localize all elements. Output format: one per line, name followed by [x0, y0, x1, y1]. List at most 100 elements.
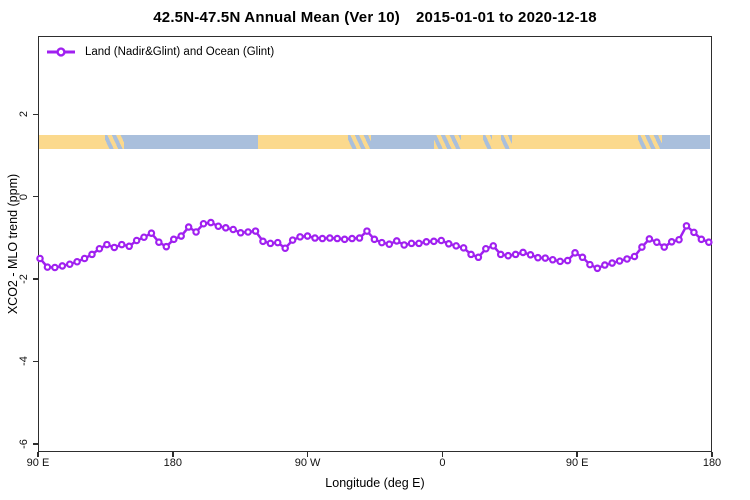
- legend-label: Land (Nadir&Glint) and Ocean (Glint): [85, 46, 275, 58]
- data-point-marker: [95, 244, 104, 253]
- data-point-marker: [534, 253, 542, 262]
- data-point-marker: [437, 236, 446, 245]
- data-point-marker: [638, 243, 646, 251]
- data-point-marker: [392, 237, 401, 245]
- x-tick-mark: [711, 452, 713, 457]
- x-tick-label: 90 W: [294, 457, 321, 469]
- data-point-marker: [110, 243, 119, 252]
- strip-segment-mixed: [638, 134, 663, 150]
- data-point-marker: [147, 229, 156, 237]
- y-tick-mark: [33, 443, 38, 445]
- data-point-marker: [697, 235, 706, 244]
- data-point-marker: [229, 225, 237, 234]
- data-point-marker: [482, 244, 490, 253]
- data-point-marker: [88, 250, 96, 259]
- data-point-marker: [296, 233, 304, 241]
- data-point-marker: [73, 257, 81, 266]
- data-point-marker: [623, 255, 631, 263]
- x-tick-mark: [306, 452, 309, 457]
- series-line: [39, 221, 710, 270]
- data-point-marker: [125, 242, 133, 251]
- data-point-marker: [645, 235, 654, 243]
- y-tick-mark: [33, 360, 38, 363]
- data-point-marker: [653, 238, 661, 246]
- data-point-marker: [132, 236, 141, 245]
- data-point-marker: [571, 249, 579, 257]
- data-point-marker: [407, 239, 416, 248]
- strip-segment-mixed: [483, 134, 493, 150]
- data-point-marker: [608, 259, 616, 267]
- data-point-marker: [504, 251, 512, 260]
- y-tick-mark: [33, 195, 38, 198]
- data-point-marker: [363, 227, 371, 235]
- x-axis-title: Longitude (deg E): [325, 476, 425, 490]
- data-point-marker: [162, 242, 171, 251]
- data-point-marker: [103, 240, 111, 249]
- data-point-marker: [578, 253, 587, 262]
- surface-type-strip: [39, 134, 710, 150]
- y-tick-label: 2: [18, 111, 30, 118]
- data-point-marker: [214, 222, 223, 231]
- data-point-marker: [244, 228, 252, 236]
- data-point-marker: [259, 237, 267, 246]
- data-point-marker: [630, 252, 639, 261]
- data-point-marker: [199, 219, 208, 228]
- chart-title: 42.5N-47.5N Annual Mean (Ver 10) 2015-01-…: [0, 9, 750, 26]
- data-point-marker: [675, 235, 683, 244]
- data-point-marker: [601, 261, 609, 269]
- strip-segment-land: [460, 134, 484, 150]
- chart-title-dates: 2015-01-01 to 2020-12-18: [416, 9, 597, 26]
- data-point-marker: [340, 235, 349, 244]
- x-tick-label: 180: [702, 457, 722, 469]
- data-point-marker: [140, 233, 148, 242]
- x-tick-label: 180: [163, 457, 182, 469]
- strip-segment-ocean: [371, 134, 434, 150]
- data-point-marker: [311, 234, 319, 242]
- strip-segment-mixed: [434, 134, 461, 150]
- strip-segment-land: [258, 134, 348, 150]
- plot-area: Land (Nadir&Glint) and Ocean (Glint): [36, 36, 713, 452]
- data-point-marker: [548, 256, 557, 264]
- data-point-marker: [541, 254, 550, 262]
- x-tick-label: 90 E: [26, 457, 50, 469]
- data-point-marker: [355, 234, 364, 242]
- strip-segment-mixed: [104, 134, 124, 150]
- data-point-marker: [422, 238, 431, 246]
- data-curve: [36, 218, 713, 273]
- data-point-marker: [682, 222, 691, 230]
- data-point-marker: [378, 238, 386, 247]
- data-point-marker: [705, 238, 713, 246]
- data-point-marker: [43, 263, 52, 271]
- x-tick-label: 0: [439, 457, 446, 469]
- data-point-marker: [526, 251, 535, 259]
- data-point-marker: [58, 262, 67, 270]
- data-point-marker: [266, 239, 275, 248]
- data-point-marker: [474, 253, 483, 262]
- data-point-marker: [489, 242, 498, 250]
- x-tick-mark: [576, 452, 578, 457]
- data-point-marker: [80, 254, 89, 263]
- data-point-marker: [184, 223, 193, 231]
- legend: Land (Nadir&Glint) and Ocean (Glint): [46, 46, 274, 58]
- data-point-marker: [177, 232, 185, 240]
- data-point-marker: [496, 250, 505, 259]
- data-point-marker: [444, 240, 453, 248]
- data-point-marker: [667, 238, 676, 246]
- data-point-marker: [207, 218, 215, 227]
- strip-segment-land: [511, 134, 639, 150]
- data-point-marker: [615, 257, 624, 265]
- data-point-marker: [236, 229, 245, 237]
- y-tick-label: -6: [18, 438, 30, 449]
- data-point-marker: [400, 241, 408, 249]
- x-tick-mark: [441, 452, 444, 457]
- data-point-marker: [288, 236, 297, 244]
- strip-segment-ocean: [123, 134, 259, 150]
- data-point-marker: [273, 238, 282, 247]
- y-tick-label: -4: [18, 356, 30, 367]
- data-point-marker: [318, 234, 327, 243]
- y-tick-label: -2: [18, 274, 30, 284]
- x-tick-mark: [172, 452, 174, 457]
- data-point-marker: [65, 260, 74, 269]
- strip-segment-mixed: [347, 134, 372, 150]
- data-point-marker: [333, 234, 342, 243]
